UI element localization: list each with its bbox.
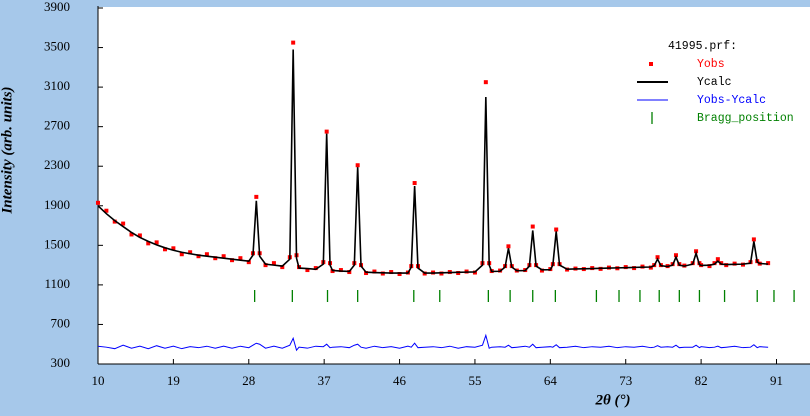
y-tick-label: 1900 [44,197,70,212]
obs-point [280,265,285,270]
x-tick-label: 46 [393,373,407,388]
obs-point [112,219,117,224]
x-tick-label: 19 [167,373,180,388]
obs-point [271,261,276,266]
obs-point [171,246,176,251]
obs-point [196,254,201,259]
obs-point [137,233,142,238]
y-tick-label: 2300 [44,157,70,172]
x-tick-label: 64 [544,373,558,388]
obs-point [263,263,268,268]
series-line [97,333,769,352]
obs-point [530,224,535,229]
obs-point [372,269,377,274]
obs-point [146,241,151,246]
obs-point [246,260,251,265]
legend-title: 41995.prf: [668,40,737,53]
x-tick-label: 91 [770,373,783,388]
obs-point [179,252,184,257]
obs-point [707,264,712,269]
obs-point [324,129,329,134]
obs-point [129,232,134,237]
legend-label: Yobs [697,58,725,71]
x-tick-label: 55 [468,373,481,388]
x-axis-label: 2θ (°) [594,392,630,408]
obs-point [96,200,100,205]
obs-point [163,247,168,252]
x-tick-label: 73 [619,373,632,388]
y-tick-label: 1500 [44,236,70,251]
plot-area [98,7,810,364]
obs-point [715,257,720,262]
y-tick-label: 1100 [44,276,70,291]
y-tick-label: 3900 [44,0,70,14]
y-tick-label: 3100 [44,78,70,93]
obs-point [213,256,218,261]
obs-point [305,268,310,273]
x-tick-label: 82 [695,373,708,388]
obs-point [254,194,259,199]
obs-point [230,258,235,263]
obs-point [313,266,318,271]
series-line [97,49,769,274]
obs-point [291,40,296,45]
legend-marker [649,62,653,66]
obs-point [554,227,559,232]
obs-point [221,254,226,259]
obs-point [412,181,417,186]
obs-point [104,208,109,213]
obs-point [238,256,243,261]
obs-point [389,270,394,275]
legend-label: Ycalc [697,76,732,89]
legend-label: Yobs-Ycalc [697,94,766,107]
obs-point [655,255,660,260]
obs-point [154,240,159,245]
x-tick-label: 37 [318,373,332,388]
obs-point [397,272,402,277]
obs-point [506,244,511,249]
y-tick-label: 3500 [44,39,70,54]
y-tick-label: 300 [51,355,71,370]
x-tick-label: 10 [92,373,105,388]
obs-point [188,250,193,255]
y-tick-label: 2700 [44,118,70,133]
legend-label: Bragg_position [697,112,794,125]
obs-point [338,268,343,273]
obs-point [204,252,209,257]
obs-point [121,221,126,226]
y-tick-label: 700 [51,315,71,330]
obs-point [766,261,771,266]
x-tick-label: 28 [242,373,255,388]
obs-point [355,163,360,168]
obs-point [751,237,756,242]
obs-point [483,80,488,85]
y-axis-label: Intensity (arb. units) [0,86,15,214]
